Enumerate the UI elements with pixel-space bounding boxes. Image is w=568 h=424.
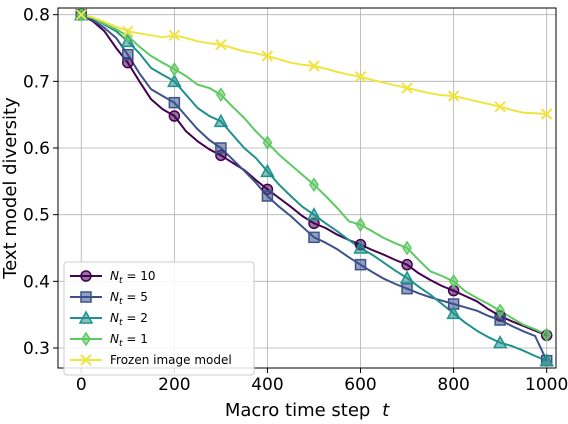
y-tick-label: 0.3 bbox=[23, 339, 50, 359]
legend-box bbox=[63, 261, 255, 376]
series-5-marker bbox=[540, 108, 553, 120]
series-2-marker bbox=[401, 282, 413, 295]
series-4-marker bbox=[355, 217, 366, 233]
plot-frame bbox=[57, 7, 557, 369]
series-2-marker bbox=[261, 190, 274, 202]
legend-label: Nt = 1 bbox=[110, 332, 148, 349]
x-tick-label: 600 bbox=[344, 375, 376, 395]
series-4-marker bbox=[169, 61, 180, 77]
legend-item: Nt = 5 bbox=[70, 290, 148, 307]
series-5-marker bbox=[447, 90, 460, 102]
series-2-marker bbox=[168, 96, 181, 109]
legend-label: Frozen image model bbox=[110, 353, 232, 367]
series-2-marker bbox=[354, 258, 367, 271]
y-tick-label: 0.4 bbox=[23, 272, 50, 292]
x-tick-label: 400 bbox=[251, 375, 283, 395]
series-3-marker bbox=[306, 207, 322, 221]
x-axis-label-text: Macro time step bbox=[225, 400, 371, 421]
legend-label: Nt = 10 bbox=[110, 269, 155, 286]
series-5-marker bbox=[168, 29, 181, 42]
legend-item: Nt = 2 bbox=[70, 310, 148, 328]
series-4-marker bbox=[448, 273, 459, 289]
series-4-marker bbox=[309, 177, 319, 193]
legend-item: Nt = 10 bbox=[70, 269, 155, 286]
series-3-marker bbox=[399, 270, 415, 284]
y-axis-label: Text model diversity bbox=[0, 97, 21, 280]
series-5-marker bbox=[215, 38, 227, 51]
legend-swatch-marker bbox=[80, 354, 92, 366]
series-4-marker bbox=[215, 87, 226, 103]
series-5-marker bbox=[75, 8, 87, 21]
series-2-marker bbox=[308, 231, 320, 244]
x-axis-label-variable: t bbox=[382, 400, 390, 421]
series-4-marker bbox=[495, 303, 506, 319]
series-4-marker bbox=[541, 327, 552, 343]
x-tick-label: 1000 bbox=[525, 375, 568, 395]
x-tick-label: 200 bbox=[158, 375, 190, 395]
y-tick-label: 0.5 bbox=[23, 206, 50, 226]
series-5-marker bbox=[354, 70, 367, 83]
legend-item: Frozen image model bbox=[70, 353, 232, 367]
series-5-marker bbox=[261, 50, 274, 62]
legend-swatch-marker bbox=[78, 310, 94, 324]
x-axis-ticks: 0 200 400 600 800 1000 bbox=[76, 368, 568, 395]
legend: Nt = 10 Nt = 5 Nt = 2 Nt = 1 Frozen image mo… bbox=[63, 261, 255, 376]
legend-swatch-marker bbox=[80, 270, 92, 282]
series-1-marker bbox=[168, 110, 181, 122]
series-2-marker bbox=[122, 48, 134, 61]
y-tick-label: 0.6 bbox=[23, 139, 50, 159]
y-axis-ticks: 0.3 0.4 0.5 0.6 0.7 0.8 bbox=[23, 6, 58, 359]
y-tick-label: 0.7 bbox=[23, 72, 50, 92]
series-3-marker bbox=[213, 113, 229, 128]
series-3-marker bbox=[353, 240, 368, 254]
series-markers bbox=[74, 7, 554, 367]
x-tick-label: 800 bbox=[437, 375, 469, 395]
series-2-marker bbox=[215, 142, 227, 154]
series-3-marker bbox=[167, 73, 182, 88]
legend-item: Nt = 1 bbox=[70, 331, 148, 349]
legend-swatch-marker bbox=[81, 331, 91, 347]
series-3-marker bbox=[446, 305, 461, 320]
series-5-marker bbox=[401, 82, 413, 94]
y-tick-label: 0.8 bbox=[23, 6, 50, 26]
legend-label: Nt = 2 bbox=[110, 311, 148, 328]
x-tick-label: 0 bbox=[76, 375, 87, 395]
series-4-marker bbox=[262, 135, 273, 151]
series-3-marker bbox=[260, 163, 275, 178]
series-5-marker bbox=[494, 100, 506, 113]
series-5-marker bbox=[308, 60, 320, 72]
series-1-marker bbox=[401, 258, 413, 271]
series-5-marker bbox=[122, 25, 134, 38]
legend-label: Nt = 5 bbox=[110, 290, 148, 307]
series-4-marker bbox=[402, 240, 412, 256]
series-3-marker bbox=[539, 353, 554, 367]
legend-swatch-marker bbox=[80, 291, 92, 303]
x-axis-label: Macro time step t bbox=[225, 400, 390, 421]
series-3-marker bbox=[492, 335, 508, 349]
